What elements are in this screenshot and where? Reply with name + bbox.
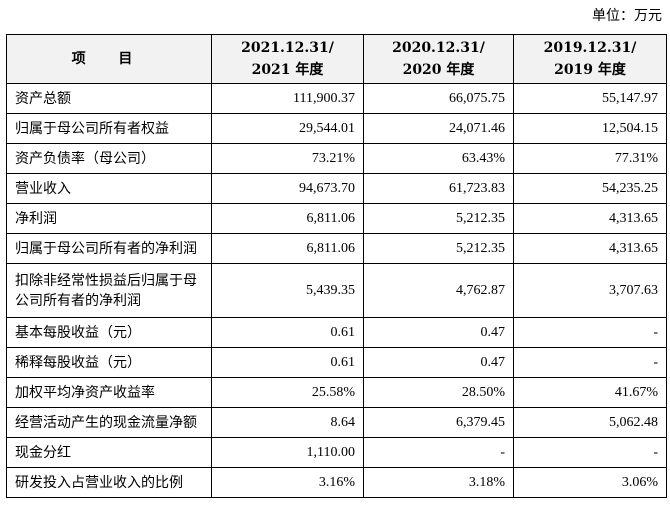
table-row: 基本每股收益（元） 0.61 0.47 - <box>6 317 667 348</box>
header-2019-year: 2019 年度 <box>554 62 626 78</box>
cell-2020: 28.50% <box>363 377 514 408</box>
row-label: 扣除非经常性损益后归属于母公司所有者的净利润 <box>6 263 212 318</box>
cell-2019: 4,313.65 <box>513 233 667 264</box>
header-2019: 2019.12.31/ 2019 年度 <box>513 34 667 84</box>
cell-2019: 41.67% <box>513 377 667 408</box>
header-2019-date: 2019.12.31/ <box>543 40 637 56</box>
row-label: 归属于母公司所有者的净利润 <box>6 233 212 264</box>
cell-2021: 29,544.01 <box>211 113 364 144</box>
row-label: 资产负债率（母公司） <box>6 143 212 174</box>
row-label: 资产总额 <box>6 83 212 114</box>
row-label: 加权平均净资产收益率 <box>6 377 212 408</box>
cell-2021: 0.61 <box>211 347 364 378</box>
cell-2019: 5,062.48 <box>513 407 667 438</box>
header-2021-date: 2021.12.31/ <box>241 40 334 56</box>
cell-2020: 0.47 <box>363 347 514 378</box>
cell-2020: 3.18% <box>363 467 514 498</box>
cell-2019: - <box>513 317 667 348</box>
row-label: 经营活动产生的现金流量净额 <box>6 407 212 438</box>
header-2020-year: 2020 年度 <box>402 62 475 78</box>
cell-2021: 6,811.06 <box>211 233 364 264</box>
row-label: 稀释每股收益（元） <box>6 347 212 378</box>
cell-2021: 6,811.06 <box>211 203 364 234</box>
cell-2020: 5,212.35 <box>363 233 514 264</box>
table-row: 营业收入 94,673.70 61,723.83 54,235.25 <box>6 173 667 204</box>
cell-2021: 25.58% <box>211 377 364 408</box>
cell-2020: 61,723.83 <box>363 173 514 204</box>
cell-2020: 24,071.46 <box>363 113 514 144</box>
financial-table: 项 目 2021.12.31/ 2021 年度 2020.12.31/ 2020… <box>6 34 667 498</box>
cell-2021: 111,900.37 <box>211 83 364 114</box>
cell-2019: 4,313.65 <box>513 203 667 234</box>
cell-2019: 3.06% <box>513 467 667 498</box>
table-row: 资产总额 111,900.37 66,075.75 55,147.97 <box>6 83 667 114</box>
row-label: 现金分红 <box>6 437 212 468</box>
row-label: 基本每股收益（元） <box>6 317 212 348</box>
row-label: 研发投入占营业收入的比例 <box>6 467 212 498</box>
cell-2019: 12,504.15 <box>513 113 667 144</box>
cell-2020: - <box>363 437 514 468</box>
header-2021-year: 2021 年度 <box>251 62 324 78</box>
table-row: 经营活动产生的现金流量净额 8.64 6,379.45 5,062.48 <box>6 407 667 438</box>
cell-2021: 5,439.35 <box>211 263 364 318</box>
cell-2021: 73.21% <box>211 143 364 174</box>
table-row: 现金分红 1,110.00 - - <box>6 437 667 468</box>
table-row: 稀释每股收益（元） 0.61 0.47 - <box>6 347 667 378</box>
row-label: 营业收入 <box>6 173 212 204</box>
cell-2021: 8.64 <box>211 407 364 438</box>
cell-2021: 94,673.70 <box>211 173 364 204</box>
cell-2019: - <box>513 347 667 378</box>
table-row: 净利润 6,811.06 5,212.35 4,313.65 <box>6 203 667 234</box>
cell-2019: 54,235.25 <box>513 173 667 204</box>
row-label: 净利润 <box>6 203 212 234</box>
table-row: 资产负债率（母公司） 73.21% 63.43% 77.31% <box>6 143 667 174</box>
cell-2020: 6,379.45 <box>363 407 514 438</box>
table-row: 研发投入占营业收入的比例 3.16% 3.18% 3.06% <box>6 467 667 498</box>
unit-label: 单位：万元 <box>592 8 662 24</box>
table-row: 扣除非经常性损益后归属于母公司所有者的净利润 5,439.35 4,762.87… <box>6 263 667 318</box>
table-row: 归属于母公司所有者权益 29,544.01 24,071.46 12,504.1… <box>6 113 667 144</box>
cell-2019: 55,147.97 <box>513 83 667 114</box>
cell-2020: 4,762.87 <box>363 263 514 318</box>
cell-2020: 0.47 <box>363 317 514 348</box>
header-2020-date: 2020.12.31/ <box>392 40 485 56</box>
cell-2020: 63.43% <box>363 143 514 174</box>
cell-2020: 5,212.35 <box>363 203 514 234</box>
table-row: 加权平均净资产收益率 25.58% 28.50% 41.67% <box>6 377 667 408</box>
row-label: 归属于母公司所有者权益 <box>6 113 212 144</box>
header-2020: 2020.12.31/ 2020 年度 <box>363 34 514 84</box>
cell-2019: 3,707.63 <box>513 263 667 318</box>
cell-2021: 0.61 <box>211 317 364 348</box>
cell-2019: - <box>513 437 667 468</box>
cell-2019: 77.31% <box>513 143 667 174</box>
header-2021: 2021.12.31/ 2021 年度 <box>211 34 364 84</box>
table-row: 归属于母公司所有者的净利润 6,811.06 5,212.35 4,313.65 <box>6 233 667 264</box>
header-row: 项 目 2021.12.31/ 2021 年度 2020.12.31/ 2020… <box>6 34 667 84</box>
cell-2021: 3.16% <box>211 467 364 498</box>
cell-2020: 66,075.75 <box>363 83 514 114</box>
cell-2021: 1,110.00 <box>211 437 364 468</box>
header-item: 项 目 <box>6 34 212 84</box>
